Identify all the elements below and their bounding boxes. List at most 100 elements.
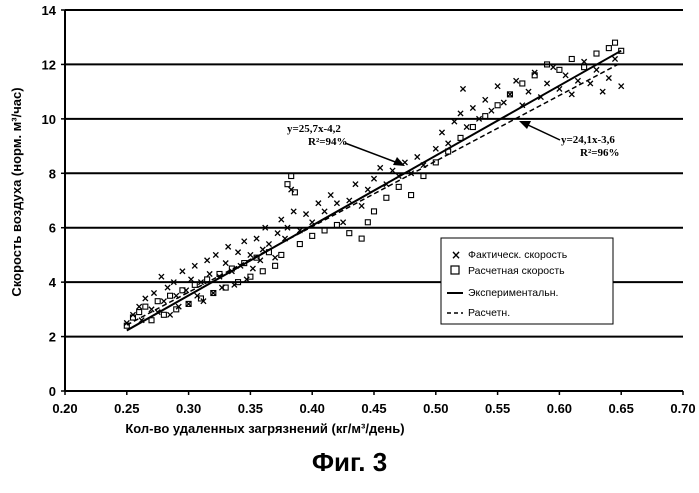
point-actual-56	[327, 191, 334, 199]
point-calculated-3	[142, 303, 149, 310]
y-tick-label-10: 10	[42, 112, 56, 127]
point-calculated-27	[288, 172, 295, 180]
point-actual-25	[210, 289, 217, 297]
point-calculated-18	[234, 279, 242, 286]
point-actual-99	[593, 66, 600, 73]
point-calculated-16	[222, 284, 229, 291]
x-tick-label-0.70: 0.70	[670, 401, 695, 416]
point-actual-16	[183, 287, 190, 294]
point-actual-101	[605, 74, 612, 82]
point-actual-100	[599, 88, 606, 95]
point-actual-58	[340, 219, 347, 226]
point-calculated-36	[370, 208, 378, 215]
point-actual-33	[234, 249, 242, 256]
point-calculated-8	[173, 306, 180, 313]
legend-label-calc-line: Расчетн.	[468, 307, 510, 319]
point-actual-94	[562, 72, 569, 79]
point-actual-85	[506, 91, 514, 98]
point-actual-60	[352, 181, 359, 188]
point-actual-75	[451, 118, 458, 125]
point-actual-4	[142, 295, 149, 302]
y-tick-label-8: 8	[49, 166, 56, 181]
annotation-exp-arrow	[344, 142, 399, 164]
point-calculated-32	[333, 221, 340, 229]
point-actual-70	[414, 153, 421, 161]
point-actual-12	[170, 279, 177, 286]
point-actual-15	[179, 268, 186, 275]
point-actual-46	[278, 216, 285, 223]
point-calculated-24	[272, 262, 279, 269]
x-tick-label-0.25: 0.25	[114, 401, 139, 416]
point-actual-77	[459, 85, 467, 92]
x-tick-label-0.50: 0.50	[423, 401, 448, 416]
point-actual-35	[241, 238, 248, 245]
x-tick-label-0.65: 0.65	[609, 401, 634, 416]
point-calculated-35	[364, 219, 371, 226]
point-actual-38	[249, 265, 256, 272]
point-actual-26	[212, 251, 219, 258]
point-actual-30	[225, 243, 232, 250]
point-calculated-49	[531, 72, 538, 79]
annotation-exp-r2: R²=94%	[308, 136, 348, 148]
axes	[61, 9, 684, 395]
y-tick-label-4: 4	[49, 275, 57, 290]
point-actual-45	[274, 230, 281, 237]
point-calculated-1	[129, 314, 137, 321]
y-tick-label-2: 2	[49, 330, 56, 345]
x-tick-label-0.35: 0.35	[238, 401, 263, 416]
annotation-calc-arrow	[527, 124, 561, 141]
point-calculated-39	[408, 192, 415, 199]
point-actual-42	[262, 224, 269, 231]
point-actual-57	[333, 200, 340, 207]
point-calculated-4	[148, 317, 155, 324]
point-actual-103	[618, 83, 625, 90]
point-actual-18	[188, 276, 195, 283]
point-actual-11	[167, 311, 174, 318]
gridlines	[65, 9, 683, 338]
x-axis-title: Кол-во удаленных загрязнений (кг/м³/день…	[125, 421, 404, 436]
point-actual-74	[445, 140, 452, 147]
y-axis-title: Скорость воздуха (норм. м³/час)	[9, 87, 24, 296]
point-actual-82	[488, 107, 495, 114]
legend-label-actual: Фактическ. скорость	[468, 249, 568, 261]
figure-caption: Фиг. 3	[311, 447, 388, 477]
point-calculated-22	[259, 268, 266, 275]
point-calculated-0	[123, 322, 130, 329]
point-actual-86	[513, 77, 520, 84]
point-calculated-54	[593, 50, 600, 57]
point-actual-21	[197, 279, 205, 286]
annotation-calc-r2: R²=96%	[580, 147, 620, 159]
point-calculated-29	[296, 240, 303, 248]
point-actual-44	[272, 254, 279, 261]
point-actual-19	[191, 262, 198, 269]
point-actual-92	[550, 64, 557, 71]
legend-marker-x: ×	[451, 248, 461, 262]
point-calculated-48	[519, 80, 526, 87]
point-actual-59	[346, 197, 353, 204]
point-calculated-43	[457, 134, 464, 141]
point-calculated-28	[291, 189, 298, 196]
point-actual-79	[469, 104, 476, 112]
point-calculated-37	[383, 194, 390, 201]
point-calculated-38	[395, 183, 402, 190]
y-tick-label-14: 14	[42, 3, 57, 18]
trend-lines	[126, 49, 622, 332]
point-calculated-11	[191, 281, 198, 288]
y-tick-label-6: 6	[49, 221, 56, 236]
point-actual-52	[302, 211, 310, 218]
point-calculated-33	[346, 230, 353, 237]
point-calculated-2	[136, 309, 143, 316]
legend-label-calculated: Расчетная скорость	[468, 265, 565, 277]
point-calculated-12	[197, 295, 205, 302]
point-calculated-25	[278, 251, 285, 258]
x-tick-label-0.60: 0.60	[547, 401, 572, 416]
point-actual-97	[581, 58, 588, 65]
point-actual-54	[315, 200, 322, 207]
point-actual-102	[611, 55, 619, 63]
point-actual-95	[568, 91, 575, 98]
legend-label-experimental: Экспериментальн.	[468, 287, 558, 299]
point-actual-43	[265, 240, 272, 248]
point-actual-61	[358, 202, 365, 210]
point-actual-66	[389, 167, 396, 174]
point-actual-72	[432, 145, 439, 152]
